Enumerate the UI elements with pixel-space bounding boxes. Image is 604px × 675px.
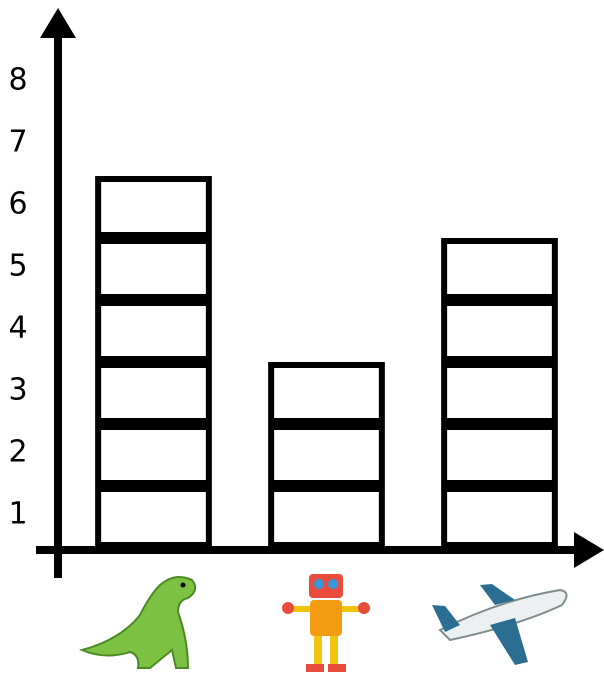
bar — [268, 362, 385, 548]
unit-box — [95, 300, 212, 362]
y-tick-label: 4 — [8, 311, 27, 346]
y-tick-label: 3 — [8, 373, 27, 408]
unit-box — [441, 238, 558, 300]
unit-box — [441, 424, 558, 486]
bar — [441, 238, 558, 548]
unit-box — [268, 486, 385, 548]
y-axis-arrow — [40, 8, 76, 38]
y-tick-label: 6 — [8, 187, 27, 222]
dinosaur-icon — [78, 575, 197, 669]
unit-box — [268, 362, 385, 424]
unit-box — [268, 424, 385, 486]
unit-box — [95, 362, 212, 424]
unit-box — [95, 238, 212, 300]
bar — [95, 176, 212, 548]
y-tick-label: 8 — [8, 63, 27, 98]
unit-box — [441, 486, 558, 548]
unit-box — [95, 424, 212, 486]
axes — [36, 8, 604, 578]
y-tick-label: 7 — [8, 125, 27, 160]
x-axis-arrow — [574, 532, 604, 568]
unit-box — [95, 486, 212, 548]
y-tick-label: 2 — [8, 435, 27, 470]
robot-icon — [282, 574, 370, 672]
unit-box — [441, 300, 558, 362]
y-tick-label: 1 — [8, 497, 27, 532]
unit-box — [441, 362, 558, 424]
y-tick-label: 5 — [8, 249, 27, 284]
airplane-icon — [432, 584, 568, 665]
unit-box — [95, 176, 212, 238]
